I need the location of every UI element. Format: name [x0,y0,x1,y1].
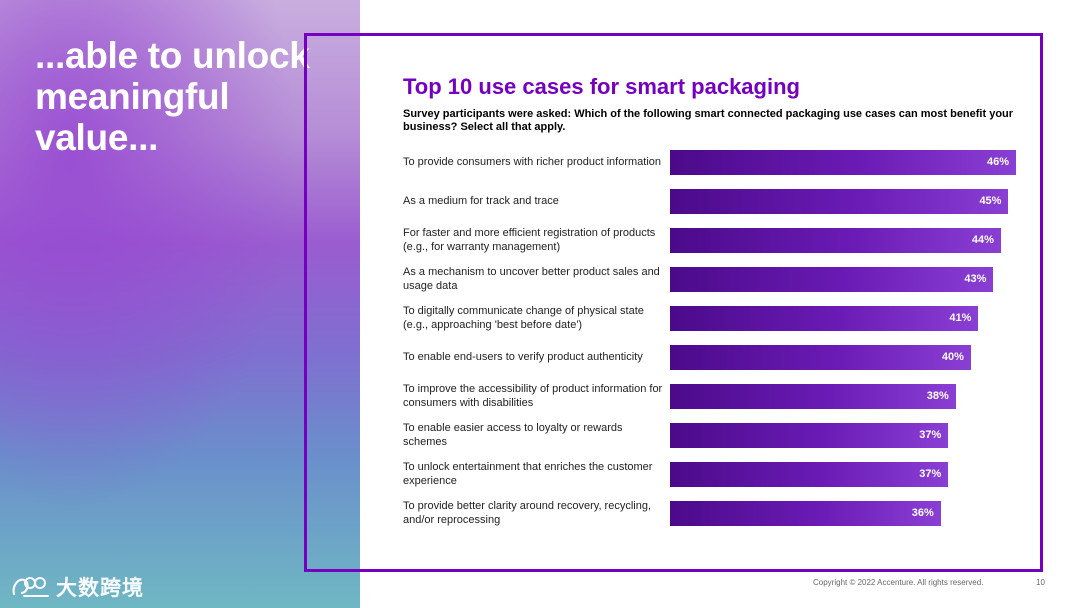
bar: 37% [670,462,949,487]
copyright: Copyright © 2022 Accenture. All rights r… [813,578,984,587]
chart-frame [304,33,1043,572]
category-label: To provide consumers with richer product… [403,155,662,168]
chart-subtitle: Survey participants were asked: Which of… [403,108,1014,133]
hero-text: ...able to unlock meaningful value... [35,35,310,158]
bar-value-label: 43% [964,273,987,285]
bar: 41% [670,306,979,331]
bar-value-label: 38% [926,390,949,402]
bar: 38% [670,384,956,409]
bar: 43% [670,267,994,292]
category-label: As a mechanism to uncover better product… [403,266,660,292]
category-label: To provide better clarity around recover… [403,500,652,526]
bar: 44% [670,228,1001,253]
category-label: For faster and more efficient registrati… [403,227,656,253]
category-label: To improve the accessibility of product … [403,383,663,409]
chart-panel: Top 10 use cases for smart packaging Sur… [362,0,1080,608]
bar-value-label: 45% [979,195,1002,207]
bar-value-label: 40% [941,351,964,363]
left-gradient-panel: ...able to unlock meaningful value... 大数… [0,0,360,608]
category-label: To digitally communicate change of physi… [403,305,644,331]
bar-value-label: 44% [971,234,994,246]
category-label: To enable easier access to loyalty or re… [403,422,623,448]
chart-title: Top 10 use cases for smart packaging [403,74,800,99]
page-number: 10 [1036,578,1045,587]
bar: 45% [670,189,1009,214]
watermark-logo-icon [12,577,49,597]
watermark-text: 大数跨境 [56,576,144,600]
bar: 46% [670,150,1016,175]
bar-value-label: 46% [986,156,1009,168]
category-label: To enable end-users to verify product au… [403,350,643,363]
bar-value-label: 36% [911,507,934,519]
category-label: To unlock entertainment that enriches th… [403,461,653,487]
bar-value-label: 41% [949,312,972,324]
watermark: 大数跨境 [10,572,144,602]
bar: 40% [670,345,971,370]
bar: 37% [670,423,949,448]
bar: 36% [670,501,941,526]
bar-value-label: 37% [919,468,942,480]
category-label: As a medium for track and trace [403,194,559,207]
bar-value-label: 37% [919,429,942,441]
